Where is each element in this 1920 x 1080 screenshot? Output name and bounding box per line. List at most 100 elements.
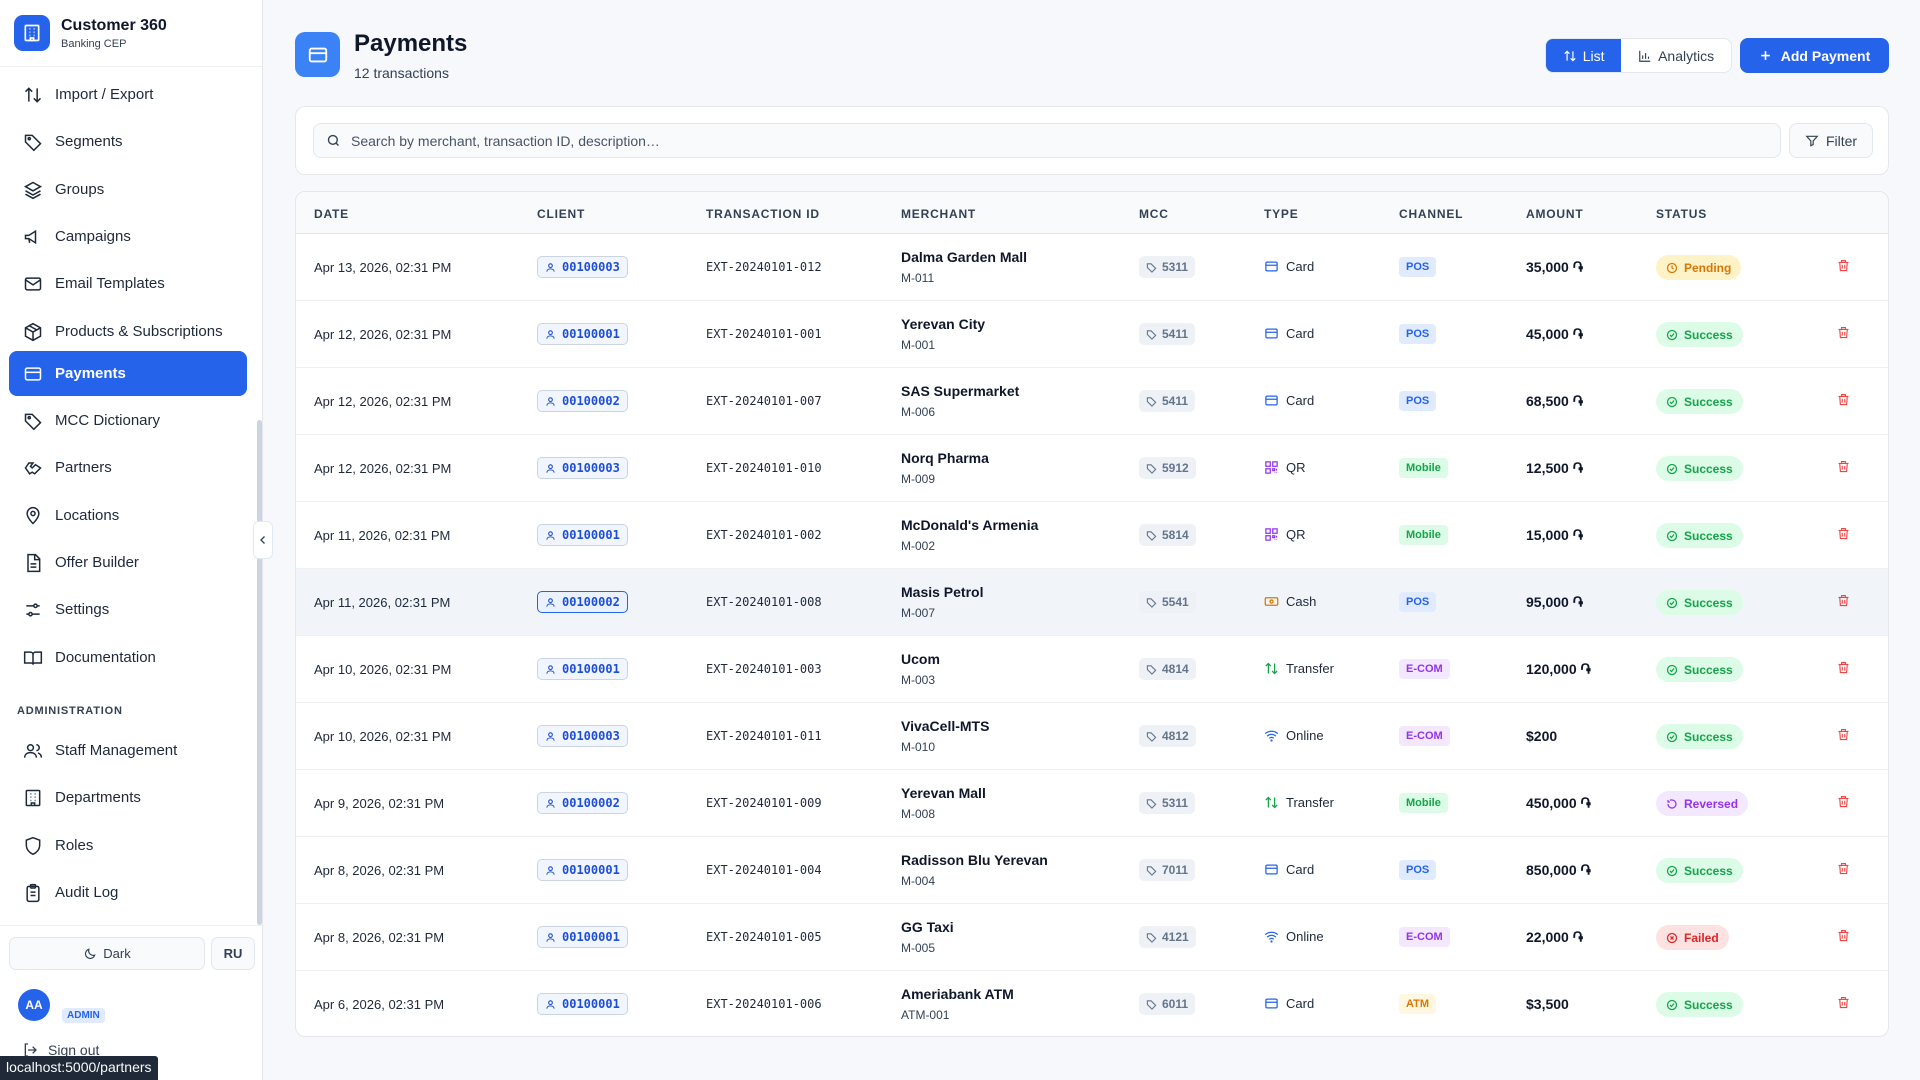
status-badge: Success [1656, 858, 1743, 883]
tag-icon [1146, 731, 1162, 742]
table-row[interactable]: Apr 13, 2026, 02:31 PM 00100003 EXT-202401… [296, 234, 1888, 301]
delete-payment-button[interactable] [1836, 526, 1851, 541]
column-header-date[interactable]: DATE [314, 207, 349, 221]
filter-label: Filter [1825, 132, 1858, 149]
collapse-sidebar-button[interactable] [253, 521, 273, 559]
brand[interactable]: Customer 360 Banking CEP [0, 0, 262, 67]
sidebar-item-documentation[interactable]: Documentation [9, 635, 247, 680]
status-label: Success [1684, 461, 1733, 476]
payment-amount: 22,000 ֏ [1526, 929, 1583, 945]
avatar[interactable]: AA [18, 989, 50, 1021]
client-link[interactable]: 00100002 [537, 792, 628, 814]
sidebar-item-mcc-dictionary[interactable]: MCC Dictionary [9, 398, 247, 443]
table-row[interactable]: Apr 10, 2026, 02:31 PM 00100001 EXT-202401… [296, 636, 1888, 703]
table-row[interactable]: Apr 9, 2026, 02:31 PM 00100002 EXT-2024010… [296, 770, 1888, 837]
package-icon [24, 322, 42, 341]
column-header-mcc[interactable]: MCC [1139, 207, 1169, 221]
client-link[interactable]: 00100001 [537, 926, 628, 948]
sidebar-scrollbar[interactable] [257, 420, 262, 925]
theme-toggle-label: Dark [103, 946, 131, 961]
delete-payment-button[interactable] [1836, 660, 1851, 675]
client-link[interactable]: 00100003 [537, 725, 628, 747]
payment-type: QR [1264, 460, 1306, 475]
merchant-id: M-002 [901, 539, 936, 553]
client-link[interactable]: 00100002 [537, 390, 628, 412]
payment-date: Apr 13, 2026, 02:31 PM [314, 260, 452, 275]
column-header-channel[interactable]: CHANNEL [1399, 207, 1464, 221]
sidebar-item-settings[interactable]: Settings [9, 587, 247, 632]
sidebar-item-partners[interactable]: Partners [9, 445, 247, 490]
status-badge: Success [1656, 657, 1743, 682]
tag-icon [1146, 262, 1162, 273]
sidebar-item-products-subscriptions[interactable]: Products & Subscriptions [9, 309, 247, 354]
client-link[interactable]: 00100002 [537, 591, 628, 613]
table-row[interactable]: Apr 11, 2026, 02:31 PM 00100002 EXT-202401… [296, 569, 1888, 636]
table-row[interactable]: Apr 12, 2026, 02:31 PM 00100002 EXT-202401… [296, 368, 1888, 435]
client-link[interactable]: 00100001 [537, 524, 628, 546]
view-list-button[interactable]: List [1546, 39, 1622, 72]
table-row[interactable]: Apr 6, 2026, 02:31 PM 00100001 EXT-2024010… [296, 971, 1888, 1036]
column-header-amount[interactable]: AMOUNT [1526, 207, 1584, 221]
filter-button[interactable]: Filter [1789, 123, 1873, 158]
sidebar-item-staff-management[interactable]: Staff Management [9, 728, 247, 773]
sidebar-item-groups[interactable]: Groups [9, 167, 247, 212]
view-analytics-button[interactable]: Analytics [1621, 39, 1731, 72]
user-icon [545, 865, 562, 876]
channel-badge: POS [1399, 860, 1437, 880]
tag-icon [24, 134, 42, 151]
delete-payment-button[interactable] [1836, 325, 1851, 340]
sidebar-item-offer-builder[interactable]: Offer Builder [9, 540, 247, 585]
column-header-merchant[interactable]: MERCHANT [901, 207, 977, 221]
table-row[interactable]: Apr 8, 2026, 02:31 PM 00100001 EXT-2024010… [296, 904, 1888, 971]
sign-out-label: Sign out [48, 1042, 100, 1058]
payment-amount: 35,000 ֏ [1526, 259, 1583, 275]
client-link[interactable]: 00100001 [537, 323, 628, 345]
delete-payment-button[interactable] [1836, 392, 1851, 407]
column-header-client[interactable]: CLIENT [537, 207, 586, 221]
mcc-code: 5814 [1162, 528, 1189, 542]
trash-icon [1836, 794, 1851, 809]
table-row[interactable]: Apr 12, 2026, 02:31 PM 00100001 EXT-202401… [296, 301, 1888, 368]
sidebar-item-import-export[interactable]: Import / Export [9, 72, 247, 117]
client-link[interactable]: 00100001 [537, 658, 628, 680]
search-input[interactable] [351, 132, 1751, 149]
table-row[interactable]: Apr 11, 2026, 02:31 PM 00100001 EXT-202401… [296, 502, 1888, 569]
delete-payment-button[interactable] [1836, 995, 1851, 1010]
sidebar-item-campaigns[interactable]: Campaigns [9, 214, 247, 259]
sign-out-button[interactable]: Sign out [22, 1042, 99, 1058]
client-link[interactable]: 00100003 [537, 256, 628, 278]
merchant-name: McDonald's Armenia [901, 517, 1039, 533]
sidebar-item-locations[interactable]: Locations [9, 493, 247, 538]
add-payment-button[interactable]: Add Payment [1740, 38, 1889, 73]
client-link[interactable]: 00100003 [537, 457, 628, 479]
trash-icon [1836, 258, 1851, 273]
delete-payment-button[interactable] [1836, 593, 1851, 608]
client-link[interactable]: 00100001 [537, 859, 628, 881]
sidebar-item-segments[interactable]: Segments [9, 119, 247, 164]
table-row[interactable]: Apr 10, 2026, 02:31 PM 00100003 EXT-202401… [296, 703, 1888, 770]
payment-type: Card [1264, 326, 1314, 341]
sidebar-item-email-templates[interactable]: Email Templates [9, 261, 247, 306]
table-row[interactable]: Apr 8, 2026, 02:31 PM 00100001 EXT-2024010… [296, 837, 1888, 904]
sidebar-item-departments[interactable]: Departments [9, 775, 247, 820]
merchant-id: ATM-001 [901, 1008, 950, 1022]
delete-payment-button[interactable] [1836, 459, 1851, 474]
client-link[interactable]: 00100001 [537, 993, 628, 1015]
column-header-type[interactable]: TYPE [1264, 207, 1299, 221]
column-header-status[interactable]: STATUS [1656, 207, 1708, 221]
sidebar-item-roles[interactable]: Roles [9, 823, 247, 868]
delete-payment-button[interactable] [1836, 928, 1851, 943]
table-row[interactable]: Apr 12, 2026, 02:31 PM 00100003 EXT-202401… [296, 435, 1888, 502]
delete-payment-button[interactable] [1836, 727, 1851, 742]
language-button[interactable]: RU [211, 937, 255, 970]
column-header-transaction-id[interactable]: TRANSACTION ID [706, 207, 820, 221]
delete-payment-button[interactable] [1836, 861, 1851, 876]
sidebar-item-payments[interactable]: Payments [9, 351, 247, 396]
delete-payment-button[interactable] [1836, 258, 1851, 273]
delete-payment-button[interactable] [1836, 794, 1851, 809]
payment-amount: 12,500 ֏ [1526, 460, 1583, 476]
theme-toggle-button[interactable]: Dark [9, 937, 205, 970]
building-icon [14, 15, 50, 51]
sidebar-item-audit-log[interactable]: Audit Log [9, 870, 247, 915]
status-label: Success [1684, 662, 1733, 677]
